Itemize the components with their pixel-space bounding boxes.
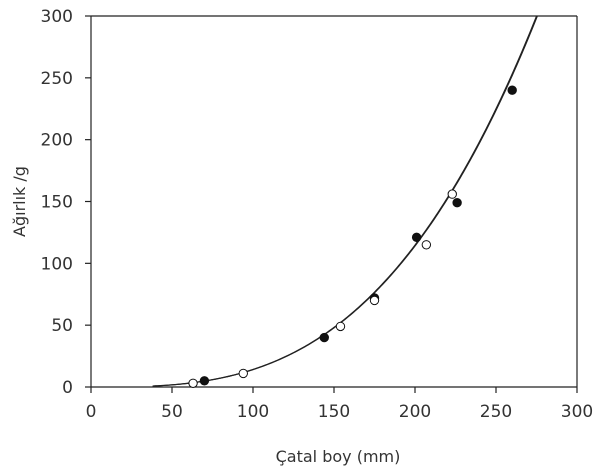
y-axis: 0 50 100 150 200 250 300 (41, 7, 577, 398)
open-data-point (447, 189, 457, 199)
y-tick-label: 50 (51, 316, 73, 336)
x-tick-label: 50 (161, 402, 183, 422)
y-tick-label: 250 (41, 69, 73, 89)
open-data-point (188, 378, 198, 388)
x-axis: 0 50 100 150 200 250 300 (86, 16, 593, 422)
data-points (188, 85, 517, 388)
filled-data-point (411, 232, 422, 243)
open-data-point (238, 368, 248, 379)
filled-data-point (319, 332, 329, 343)
x-tick-label: 100 (237, 402, 269, 422)
y-tick-label: 200 (41, 131, 73, 151)
open-data-point (335, 321, 346, 332)
y-tick-label: 300 (41, 7, 73, 27)
x-tick-label: 300 (561, 402, 593, 422)
x-tick-label: 0 (86, 402, 97, 422)
x-tick-label: 200 (399, 402, 431, 422)
x-axis-title: Çatal boy (mm) (276, 447, 401, 466)
x-tick-label: 150 (318, 402, 350, 422)
y-tick-label: 150 (41, 193, 73, 213)
fit-curve-1 (152, 16, 538, 387)
fit-curves (152, 16, 538, 387)
filled-data-point (199, 376, 210, 386)
open-data-point (369, 295, 380, 306)
open-data-point (421, 240, 432, 250)
y-tick-label: 0 (62, 378, 73, 398)
y-axis-title: Ağırlık /g (10, 166, 29, 237)
fit-curve-2 (152, 16, 538, 387)
filled-data-point (507, 85, 517, 95)
y-tick-label: 100 (41, 254, 73, 274)
filled-data-point (452, 198, 462, 208)
x-tick-label: 250 (480, 402, 512, 422)
